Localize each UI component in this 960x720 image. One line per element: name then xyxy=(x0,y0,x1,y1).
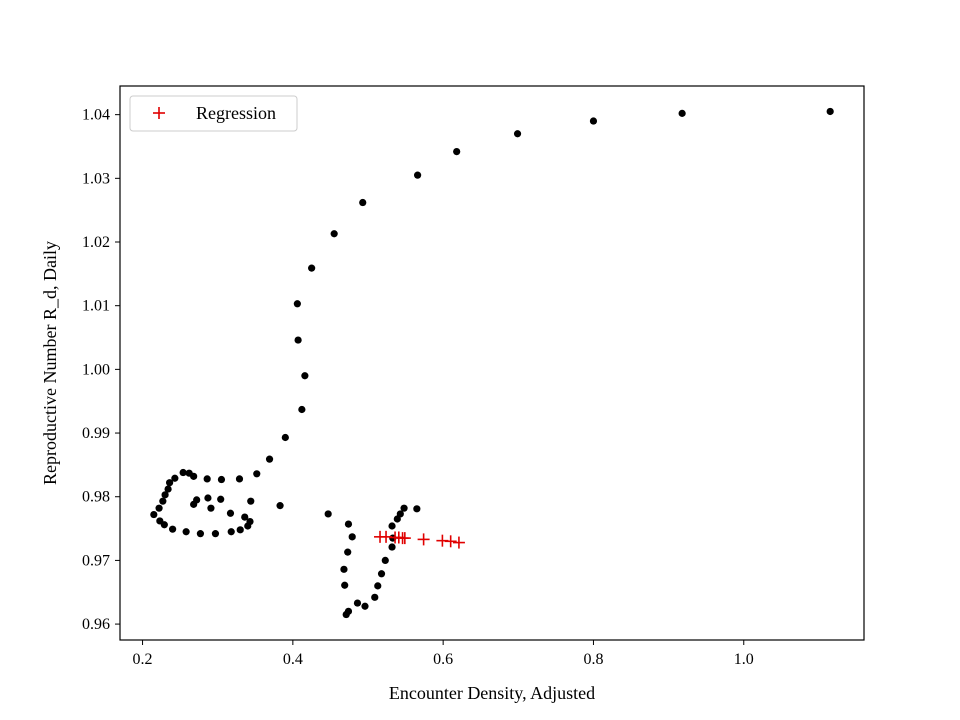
data-point xyxy=(185,469,193,477)
data-point xyxy=(308,264,316,272)
legend-box xyxy=(129,95,298,132)
data-point xyxy=(371,593,379,601)
data-point xyxy=(826,107,834,116)
data-point xyxy=(381,556,389,565)
data-point xyxy=(169,525,177,533)
data-point xyxy=(161,491,169,499)
data-point xyxy=(159,497,167,505)
y-axis-ticks: 0.96 0.97 0.98 0.99 1.00 1.01 1.02 1.03 1.04 xyxy=(82,107,120,633)
plot-area xyxy=(120,86,864,640)
x-axis-label: Encounter Density, Adjusted xyxy=(389,683,595,703)
regression-point xyxy=(444,535,457,548)
data-point xyxy=(217,475,226,484)
data-point xyxy=(293,300,301,308)
data-point xyxy=(236,526,244,534)
x-tick-label: 0.8 xyxy=(583,651,603,668)
data-point xyxy=(396,510,404,518)
x-tick-label: 1.0 xyxy=(734,651,754,668)
data-point xyxy=(340,565,348,573)
data-point xyxy=(361,602,369,610)
data-point xyxy=(353,599,362,607)
data-point xyxy=(414,171,422,179)
data-point xyxy=(235,475,244,483)
regression-point xyxy=(398,532,411,545)
points-layer xyxy=(150,107,834,619)
data-point xyxy=(160,521,168,529)
data-point xyxy=(348,533,356,541)
data-point xyxy=(247,497,255,505)
data-point xyxy=(453,147,461,156)
data-point xyxy=(204,494,212,502)
data-point xyxy=(241,513,249,521)
legend-plus-marker xyxy=(153,107,165,119)
data-point xyxy=(164,485,172,493)
x-tick-label: 0.4 xyxy=(283,651,303,668)
data-point xyxy=(166,479,174,487)
y-tick-label: 1.02 xyxy=(82,234,110,251)
regression-point xyxy=(417,533,430,546)
data-point xyxy=(253,470,261,478)
data-point xyxy=(359,198,367,207)
data-point xyxy=(217,495,225,503)
data-point xyxy=(207,504,215,512)
data-point xyxy=(226,509,235,517)
y-tick-label: 1.04 xyxy=(82,107,110,124)
y-tick-label: 1.03 xyxy=(82,170,110,187)
data-point xyxy=(211,530,220,538)
data-point xyxy=(196,530,205,538)
y-tick-label: 0.99 xyxy=(82,425,110,442)
x-tick-label: 0.2 xyxy=(133,651,153,668)
y-tick-label: 1.01 xyxy=(82,298,110,315)
data-point xyxy=(227,528,235,536)
data-point xyxy=(413,505,421,513)
data-point xyxy=(589,117,598,125)
y-tick-label: 0.96 xyxy=(82,616,110,633)
data-point xyxy=(294,336,302,344)
data-point xyxy=(377,570,386,578)
data-point xyxy=(513,130,522,138)
data-point xyxy=(301,372,309,380)
legend: Regression xyxy=(129,95,298,132)
data-point xyxy=(193,496,201,504)
x-axis-ticks: 0.2 0.4 0.6 0.8 1.0 xyxy=(133,640,754,668)
data-point xyxy=(298,405,306,414)
data-point xyxy=(281,433,289,442)
data-point xyxy=(344,548,352,556)
plot-frame xyxy=(119,85,865,641)
legend-entry-regression: Regression xyxy=(196,103,276,123)
data-point xyxy=(330,230,338,238)
data-point xyxy=(324,510,332,518)
data-point xyxy=(678,109,686,117)
data-point xyxy=(155,504,163,512)
data-point xyxy=(179,468,187,477)
data-point xyxy=(246,517,254,526)
data-point xyxy=(341,581,349,589)
regression-point xyxy=(452,536,465,549)
data-point xyxy=(344,520,353,528)
data-point xyxy=(388,522,396,530)
data-point xyxy=(374,582,382,590)
data-point xyxy=(203,475,211,483)
data-point xyxy=(276,502,284,510)
x-tick-label: 0.6 xyxy=(433,651,453,668)
data-point xyxy=(171,474,179,482)
data-point xyxy=(388,543,396,551)
y-tick-label: 1.00 xyxy=(82,361,110,378)
y-axis-label: Reproductive Number R_d, Daily xyxy=(40,241,60,485)
data-point xyxy=(150,510,158,519)
data-point xyxy=(400,504,408,512)
data-point xyxy=(342,610,350,619)
data-point xyxy=(265,455,274,463)
y-tick-label: 0.97 xyxy=(82,552,110,569)
y-tick-label: 0.98 xyxy=(82,489,110,506)
data-point xyxy=(182,528,190,536)
